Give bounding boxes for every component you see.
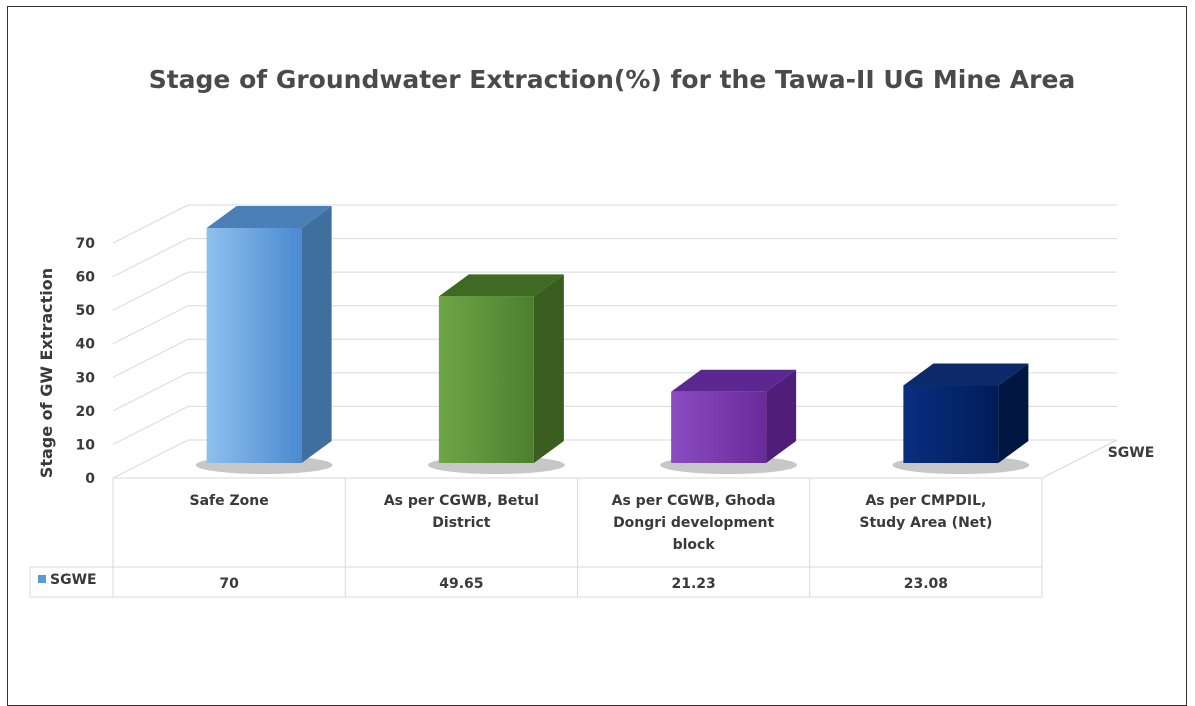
bar: [438, 296, 534, 463]
grid-lines: [112, 204, 1118, 479]
gridline: [112, 204, 1117, 244]
data-value: 49.65: [439, 576, 483, 592]
category-label: Dongri development: [613, 515, 774, 531]
legend-swatch: [38, 575, 46, 583]
gridline: [112, 238, 1117, 278]
data-table: SGWE Safe Zone 70 As per CGWB, Betul Distri…: [29, 477, 1043, 598]
y-tick-label: 50: [76, 303, 96, 319]
y-axis-label: Stage of GW Extraction: [37, 268, 56, 478]
floor-edge: [1041, 439, 1118, 479]
bar-side: [998, 363, 1029, 463]
y-axis-ticks: 0 10 20 30 40 50 60 70: [76, 236, 96, 487]
y-tick-label: 40: [76, 337, 96, 353]
bar: [206, 228, 302, 463]
bar-top: [438, 274, 564, 297]
y-tick-label: 0: [85, 471, 95, 487]
bars: [195, 206, 1030, 474]
series-axis-label: SGWE: [1108, 445, 1155, 461]
legend-label: SGWE: [50, 572, 97, 588]
chart-frame: [7, 6, 1187, 706]
chart-title: Stage of Groundwater Extraction(%) for t…: [149, 65, 1076, 94]
gridline: [112, 271, 1117, 311]
bar: [903, 385, 999, 463]
bar-top: [903, 363, 1029, 386]
category-label: As per CMPDIL,: [865, 493, 986, 509]
bar: [671, 391, 767, 463]
bar-top: [671, 369, 797, 392]
bar-side: [766, 369, 797, 463]
gridline: [112, 338, 1117, 378]
gridline: [112, 372, 1117, 412]
category-label: District: [432, 515, 490, 531]
gridline: [112, 405, 1117, 445]
y-tick-label: 30: [76, 370, 96, 386]
y-tick-label: 10: [76, 437, 96, 453]
bar-side: [533, 274, 564, 463]
data-value: 70: [219, 576, 239, 592]
y-tick-label: 70: [76, 236, 96, 252]
category-label: As per CGWB, Ghoda: [612, 493, 776, 509]
data-value: 23.08: [904, 576, 948, 592]
category-label: block: [673, 537, 716, 553]
y-tick-label: 20: [76, 404, 96, 420]
category-label: Safe Zone: [190, 493, 269, 509]
category-label: As per CGWB, Betul: [384, 493, 539, 509]
gridline: [112, 305, 1117, 345]
gridline: [112, 439, 1117, 479]
category-label: Study Area (Net): [859, 515, 992, 531]
y-tick-label: 60: [76, 270, 96, 286]
data-value: 21.23: [671, 576, 715, 592]
bar-top: [206, 206, 332, 228]
bar-side: [301, 206, 332, 463]
